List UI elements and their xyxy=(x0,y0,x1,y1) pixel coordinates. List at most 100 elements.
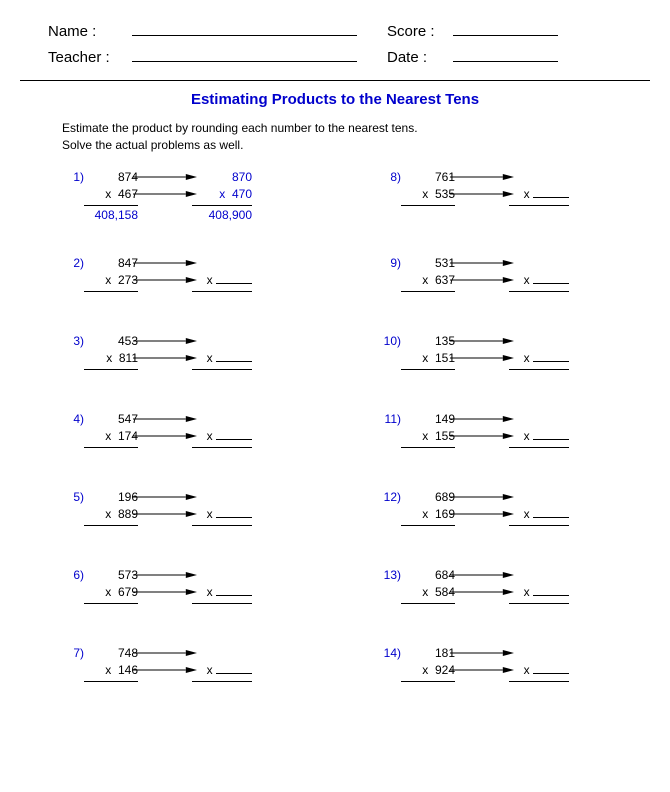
arrow-icon xyxy=(131,567,198,584)
arrow-icon xyxy=(448,272,515,289)
actual-block: 453x 811 xyxy=(84,333,138,370)
estimate-bottom-blank[interactable]: x xyxy=(509,506,569,525)
estimate-block[interactable]: x xyxy=(192,489,252,526)
estimate-top-blank[interactable] xyxy=(509,255,569,272)
problem-number: 10) xyxy=(379,333,401,348)
estimate-bottom-blank[interactable]: x xyxy=(509,428,569,447)
multiplicand: 761 xyxy=(401,169,455,186)
arrows xyxy=(455,411,509,445)
multiplicand: 573 xyxy=(84,567,138,584)
actual-block: 547x 174 xyxy=(84,411,138,448)
problem-number: 12) xyxy=(379,489,401,504)
arrow-icon xyxy=(131,506,198,523)
estimate-bottom-blank[interactable]: x xyxy=(509,662,569,681)
actual-block: 847x 273 xyxy=(84,255,138,292)
estimate-top-blank[interactable] xyxy=(509,333,569,350)
date-input-line[interactable] xyxy=(453,46,558,62)
problem: 5)196x 889x xyxy=(62,489,353,567)
arrows xyxy=(455,645,509,679)
multiplicand: 684 xyxy=(401,567,455,584)
estimate-block[interactable]: x xyxy=(509,645,569,682)
estimate-top-blank[interactable] xyxy=(192,333,252,350)
arrow-icon xyxy=(131,272,198,289)
multiplicand: 689 xyxy=(401,489,455,506)
estimate-top-blank[interactable] xyxy=(509,567,569,584)
arrows xyxy=(455,255,509,289)
problem-number: 3) xyxy=(62,333,84,348)
estimate-top-blank[interactable] xyxy=(192,645,252,662)
arrows xyxy=(455,489,509,523)
multiplier: x 174 xyxy=(84,428,138,447)
arrow-icon xyxy=(448,350,515,367)
instructions: Estimate the product by rounding each nu… xyxy=(62,120,670,155)
actual-block: 196x 889 xyxy=(84,489,138,526)
arrows xyxy=(138,255,192,289)
estimate-block[interactable]: x xyxy=(192,255,252,292)
estimate-block[interactable]: x xyxy=(192,567,252,604)
problem: 4)547x 174 x xyxy=(62,411,353,489)
multiplier: x 811 xyxy=(84,350,138,369)
actual-block: 748x 146 xyxy=(84,645,138,682)
actual-answer: 408,158 xyxy=(84,206,138,224)
estimate-top-blank[interactable] xyxy=(509,169,569,186)
estimate-block[interactable]: x xyxy=(509,333,569,370)
problem-number: 6) xyxy=(62,567,84,582)
estimate-top-blank[interactable] xyxy=(192,411,252,428)
estimate-top-blank[interactable] xyxy=(509,645,569,662)
multiplier: x 273 xyxy=(84,272,138,291)
estimate-bottom-blank[interactable]: x xyxy=(509,272,569,291)
left-column: 1)874x 467408,158870x 470408,9002)847x 2… xyxy=(62,169,353,723)
estimate-block[interactable]: x xyxy=(192,645,252,682)
estimate-top-blank[interactable] xyxy=(509,489,569,506)
estimate-block[interactable]: x xyxy=(192,411,252,448)
estimate-block[interactable]: x xyxy=(509,567,569,604)
estimate-top-blank[interactable] xyxy=(192,567,252,584)
name-input-line[interactable] xyxy=(132,20,357,36)
arrow-icon xyxy=(131,350,198,367)
estimate-answer: 408,900 xyxy=(192,206,252,224)
arrow-icon xyxy=(131,411,198,428)
estimate-block[interactable]: x xyxy=(192,333,252,370)
estimate-bottom-blank[interactable]: x xyxy=(192,584,252,603)
arrow-icon xyxy=(448,186,515,203)
arrow-icon xyxy=(131,489,198,506)
problem: 2)847x 273 x xyxy=(62,255,353,333)
arrows xyxy=(138,333,192,367)
problem-number: 13) xyxy=(379,567,401,582)
arrows xyxy=(455,567,509,601)
problem-number: 11) xyxy=(379,411,401,426)
estimate-bottom-blank[interactable]: x xyxy=(192,428,252,447)
problem: 8)761x 535x xyxy=(379,169,670,255)
problem-number: 4) xyxy=(62,411,84,426)
worksheet-title: Estimating Products to the Nearest Tens xyxy=(0,91,670,108)
score-input-line[interactable] xyxy=(453,20,558,36)
arrow-icon xyxy=(131,169,198,186)
problem: 14)181x 924x xyxy=(379,645,670,723)
estimate-bottom-blank[interactable]: x xyxy=(509,584,569,603)
arrow-icon xyxy=(448,255,515,272)
estimate-bottom-blank[interactable]: x xyxy=(509,350,569,369)
estimate-bottom-blank[interactable]: x xyxy=(192,272,252,291)
problem: 1)874x 467408,158870x 470408,900 xyxy=(62,169,353,255)
estimate-bottom-blank[interactable]: x xyxy=(192,350,252,369)
multiplier: x 889 xyxy=(84,506,138,525)
estimate-block[interactable]: x xyxy=(509,489,569,526)
estimate-bottom-blank[interactable]: x xyxy=(192,506,252,525)
multiplicand: 874 xyxy=(84,169,138,186)
estimate-block[interactable]: x xyxy=(509,169,569,206)
problem-number: 8) xyxy=(379,169,401,184)
teacher-input-line[interactable] xyxy=(132,46,357,62)
estimate-top-blank[interactable] xyxy=(192,489,252,506)
arrows xyxy=(138,645,192,679)
multiplicand: 135 xyxy=(401,333,455,350)
problem-number: 2) xyxy=(62,255,84,270)
estimate-bottom-blank[interactable]: x xyxy=(192,662,252,681)
estimate-block[interactable]: x xyxy=(509,255,569,292)
multiplicand: 453 xyxy=(84,333,138,350)
estimate-block: 870x 470408,900 xyxy=(192,169,252,224)
estimate-top-blank[interactable] xyxy=(192,255,252,272)
estimate-block[interactable]: x xyxy=(509,411,569,448)
estimate-top-blank[interactable] xyxy=(509,411,569,428)
multiplicand: 547 xyxy=(84,411,138,428)
estimate-bottom-blank[interactable]: x xyxy=(509,186,569,205)
